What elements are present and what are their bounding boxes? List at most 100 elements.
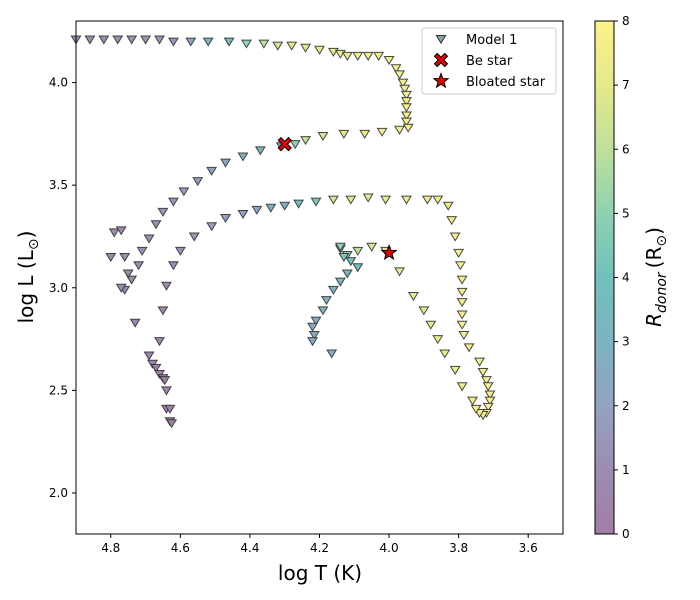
- legend-bloated-star-icon: [432, 72, 450, 89]
- model-1-point: [160, 386, 172, 396]
- y-axis-label-close: ): [14, 231, 38, 239]
- model-1-point: [308, 331, 320, 341]
- model-1-point: [432, 195, 444, 205]
- model-1-point: [293, 199, 305, 209]
- model-1-point: [157, 207, 169, 217]
- colorbar-label: Rdonor (R⊙): [642, 227, 670, 327]
- colorbar-tick-label: 8: [622, 14, 630, 28]
- model-1-point: [237, 152, 249, 162]
- model-1-point: [482, 402, 494, 412]
- colorbar-label-suffix: (R: [642, 247, 666, 269]
- model-1-point: [126, 275, 138, 285]
- model-1-point: [352, 263, 364, 273]
- model-1-point: [272, 41, 284, 51]
- colorbar-label-main: R: [642, 313, 666, 327]
- model-1-point: [373, 51, 385, 61]
- model-1-point: [453, 248, 465, 258]
- y-axis-label: log L (L⊙): [14, 231, 42, 324]
- model-1-point: [307, 322, 319, 332]
- x-axis-ticks: 4.8 4.6 4.4 4.2 4.0 3.8 3.6: [101, 534, 538, 555]
- model-1-point: [202, 37, 214, 47]
- legend-model-1-icon: [435, 35, 447, 45]
- colorbar-tick-label: 7: [622, 78, 630, 92]
- model-1-point: [265, 203, 277, 213]
- model-1-point: [432, 335, 444, 345]
- model-1-point: [458, 331, 470, 341]
- model-1-point: [105, 253, 117, 263]
- legend: Model 1 Be star Bloated star: [421, 27, 557, 95]
- model-1-point: [254, 146, 266, 156]
- model-1-point: [164, 404, 176, 414]
- model-1-point: [376, 127, 388, 137]
- model-1-point: [352, 246, 364, 256]
- model-1-point: [341, 51, 353, 61]
- model-1-point: [327, 285, 339, 295]
- model-1-point: [366, 242, 378, 252]
- model-1-point: [439, 349, 451, 359]
- colorbar: [594, 20, 615, 535]
- colorbar-label-sub: donor: [654, 271, 670, 313]
- model-1-point: [98, 35, 110, 45]
- x-tick-label: 3.8: [449, 541, 468, 555]
- x-tick-label: 4.8: [101, 541, 120, 555]
- colorbar-ticks: 0 1 2 3 4 5 6 7 8: [614, 14, 630, 541]
- model-1-point: [456, 320, 468, 330]
- model-1-point: [112, 35, 124, 45]
- legend-box: [421, 27, 557, 95]
- model-1-point: [167, 37, 179, 47]
- model-1-point: [223, 37, 235, 47]
- colorbar-tick-label: 0: [622, 527, 630, 541]
- model-1-point: [394, 125, 405, 135]
- model-1-point: [407, 292, 419, 302]
- model-1-point: [129, 318, 141, 328]
- model-1-point: [399, 84, 411, 94]
- model-1-point: [122, 269, 134, 279]
- model-1-point: [400, 111, 412, 121]
- model-1-point: [442, 201, 454, 211]
- model-1-point: [400, 97, 412, 107]
- model-1-point: [449, 232, 461, 242]
- model-1-point: [300, 136, 312, 146]
- be-star-marker: [277, 136, 292, 152]
- model-1-point: [449, 365, 461, 375]
- model-1-point: [345, 257, 357, 267]
- model-1-point: [286, 41, 298, 51]
- model-1-point: [463, 343, 475, 353]
- model-1-point: [359, 129, 371, 139]
- model-1-point: [454, 261, 466, 271]
- model-1-point: [310, 197, 322, 207]
- legend-model-1-marker: [435, 35, 447, 45]
- model-1-point: [482, 382, 494, 392]
- model-1-point: [394, 267, 405, 277]
- model-1-point: [119, 253, 131, 263]
- model-1-point: [206, 166, 218, 176]
- model-1-point: [150, 363, 162, 373]
- model-1-point: [174, 246, 186, 256]
- model-1-point: [310, 316, 322, 326]
- model-1-point: [220, 214, 232, 224]
- model-1-point: [314, 45, 325, 55]
- model-1-point: [383, 56, 395, 66]
- bloated-star-marker: [380, 243, 398, 261]
- model-1-point: [140, 35, 152, 45]
- y-axis-label-main: log L (L: [14, 249, 38, 323]
- model-1-point: [338, 129, 350, 139]
- model-1-point: [251, 205, 263, 215]
- model-1-point: [402, 123, 414, 133]
- model-1-point: [421, 195, 433, 205]
- model-1-point: [279, 201, 291, 211]
- model-1-point: [470, 404, 482, 414]
- model-1-point: [456, 310, 468, 320]
- model-1-point: [456, 275, 468, 285]
- legend-be-star-marker: [433, 52, 449, 68]
- model-1-point: [143, 351, 155, 361]
- model-1-point: [143, 234, 155, 244]
- model-1-point: [456, 298, 468, 308]
- model-1-point: [192, 177, 204, 187]
- model-1-point: [334, 277, 346, 287]
- model-1-point: [160, 281, 172, 291]
- legend-be-star-label: Be star: [466, 54, 513, 69]
- y-tick-label: 2.5: [49, 383, 68, 397]
- model-1-point: [307, 337, 319, 347]
- model-1-point: [153, 35, 165, 45]
